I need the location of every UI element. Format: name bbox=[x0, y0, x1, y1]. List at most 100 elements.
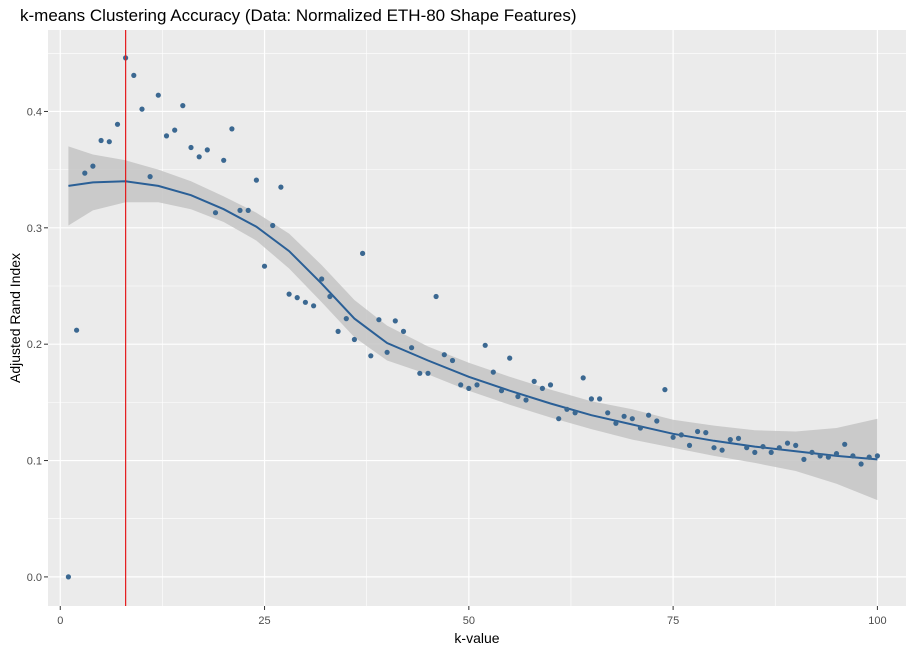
data-point bbox=[695, 428, 701, 435]
data-point bbox=[245, 207, 251, 213]
data-point bbox=[629, 416, 635, 422]
data-point bbox=[196, 154, 202, 160]
plot-panel bbox=[48, 30, 906, 606]
data-point bbox=[327, 293, 333, 300]
y-tick-label: 0.1 bbox=[27, 456, 42, 468]
data-point bbox=[163, 133, 170, 139]
data-point bbox=[82, 170, 88, 176]
confidence-ribbon bbox=[68, 146, 878, 501]
data-point bbox=[180, 103, 186, 109]
y-axis-ticks: 0.0 0.1 0.2 0.3 0.4 bbox=[27, 106, 48, 584]
x-tick-label: 50 bbox=[463, 615, 475, 627]
data-point bbox=[261, 263, 268, 269]
grid-minor bbox=[48, 30, 906, 606]
data-point bbox=[131, 72, 137, 78]
data-point bbox=[311, 303, 317, 309]
x-tick-label: 25 bbox=[258, 615, 270, 627]
data-point bbox=[613, 420, 619, 426]
data-point bbox=[221, 157, 227, 163]
data-point bbox=[237, 207, 243, 213]
data-point bbox=[294, 295, 300, 301]
data-point bbox=[719, 447, 725, 453]
data-point bbox=[776, 445, 782, 451]
y-tick-label: 0.3 bbox=[27, 223, 42, 235]
data-point bbox=[270, 222, 276, 229]
data-point bbox=[752, 449, 758, 455]
data-point bbox=[466, 385, 472, 391]
data-point bbox=[539, 385, 546, 391]
smooth-line-layer bbox=[68, 180, 878, 461]
data-point bbox=[801, 456, 807, 462]
data-point bbox=[204, 147, 210, 153]
data-point bbox=[809, 449, 815, 455]
data-point bbox=[351, 336, 357, 343]
data-point bbox=[212, 210, 219, 216]
data-point bbox=[458, 382, 464, 388]
data-point bbox=[139, 106, 145, 112]
data-point bbox=[686, 442, 693, 448]
data-point bbox=[507, 355, 513, 361]
data-point bbox=[817, 453, 823, 459]
data-point bbox=[74, 327, 80, 333]
data-point bbox=[425, 370, 431, 376]
data-point bbox=[572, 410, 578, 416]
data-point bbox=[147, 174, 153, 180]
data-point bbox=[482, 342, 488, 348]
data-point bbox=[319, 276, 325, 282]
data-point bbox=[474, 382, 480, 388]
data-point bbox=[376, 317, 382, 323]
data-point bbox=[597, 396, 603, 402]
data-point bbox=[842, 441, 848, 447]
data-point bbox=[441, 352, 447, 358]
data-point bbox=[858, 461, 864, 467]
data-point bbox=[784, 440, 791, 446]
data-point bbox=[588, 396, 595, 402]
y-tick-label: 0.2 bbox=[27, 339, 42, 351]
data-point bbox=[433, 293, 439, 300]
data-point bbox=[580, 375, 586, 381]
data-point bbox=[523, 397, 529, 403]
points-layer bbox=[65, 55, 881, 580]
data-point bbox=[703, 430, 709, 436]
data-point bbox=[621, 413, 627, 419]
data-point bbox=[302, 299, 308, 305]
data-point bbox=[417, 370, 423, 376]
data-point bbox=[678, 432, 684, 438]
data-point bbox=[850, 453, 856, 459]
data-point bbox=[515, 393, 521, 400]
y-tick-label: 0.4 bbox=[27, 106, 42, 118]
data-point bbox=[65, 574, 71, 580]
data-point bbox=[90, 163, 96, 169]
data-point bbox=[278, 184, 284, 190]
data-point bbox=[760, 444, 766, 450]
data-point bbox=[98, 137, 104, 144]
data-point bbox=[286, 291, 292, 297]
data-point bbox=[229, 126, 235, 132]
data-point bbox=[605, 410, 611, 416]
data-point bbox=[360, 250, 366, 256]
x-axis-label: k-value bbox=[454, 630, 499, 646]
data-point bbox=[825, 454, 832, 460]
data-point bbox=[735, 435, 742, 441]
data-point bbox=[490, 369, 496, 375]
data-point bbox=[409, 345, 415, 351]
data-point bbox=[155, 92, 161, 98]
x-tick-label: 100 bbox=[868, 615, 886, 627]
y-axis-label: Adjusted Rand Index bbox=[7, 253, 23, 383]
confidence-ribbon-layer bbox=[68, 146, 878, 501]
data-point bbox=[253, 177, 259, 183]
chart-title: k-means Clustering Accuracy (Data: Norma… bbox=[20, 6, 577, 25]
data-point bbox=[172, 127, 178, 133]
data-point bbox=[384, 349, 390, 355]
data-point bbox=[368, 353, 374, 359]
data-point bbox=[188, 144, 194, 151]
data-point bbox=[874, 453, 881, 459]
data-point bbox=[727, 437, 733, 443]
data-point bbox=[106, 139, 112, 145]
data-point bbox=[114, 121, 121, 127]
data-point bbox=[646, 412, 652, 418]
data-point bbox=[654, 418, 660, 424]
data-point bbox=[335, 328, 341, 334]
